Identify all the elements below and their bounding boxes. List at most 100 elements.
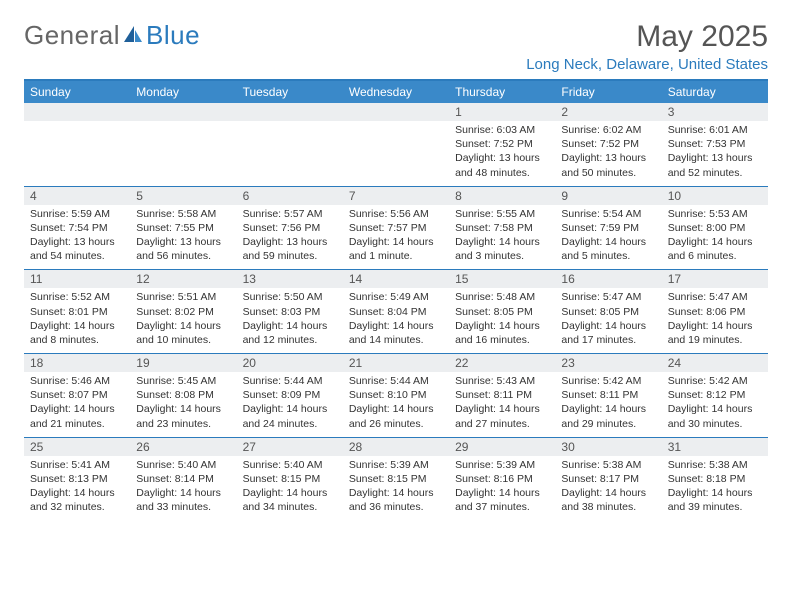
sunrise-text: Sunrise: 5:44 AM xyxy=(349,375,429,387)
sunset-text: Sunset: 8:15 PM xyxy=(349,473,427,485)
sunrise-text: Sunrise: 5:40 AM xyxy=(243,459,323,471)
day-number-cell: 24 xyxy=(662,354,768,373)
sunrise-text: Sunrise: 5:51 AM xyxy=(136,291,216,303)
day-number-cell: 1 xyxy=(449,103,555,121)
daylight-text: Daylight: 14 hours and 12 minutes. xyxy=(243,320,328,346)
weekday-header: Saturday xyxy=(662,81,768,103)
day-number-cell: 14 xyxy=(343,270,449,289)
daylight-text: Daylight: 14 hours and 30 minutes. xyxy=(668,403,753,429)
daylight-text: Daylight: 14 hours and 1 minute. xyxy=(349,236,434,262)
sunset-text: Sunset: 7:55 PM xyxy=(136,222,214,234)
sunset-text: Sunset: 8:15 PM xyxy=(243,473,321,485)
weekday-header: Sunday xyxy=(24,81,130,103)
day-number-cell: 15 xyxy=(449,270,555,289)
sunset-text: Sunset: 8:09 PM xyxy=(243,389,321,401)
logo: General Blue xyxy=(24,20,200,51)
daylight-text: Daylight: 14 hours and 8 minutes. xyxy=(30,320,115,346)
daylight-text: Daylight: 14 hours and 23 minutes. xyxy=(136,403,221,429)
sunset-text: Sunset: 7:54 PM xyxy=(30,222,108,234)
day-detail-cell: Sunrise: 5:48 AMSunset: 8:05 PMDaylight:… xyxy=(449,288,555,353)
day-number-cell: 12 xyxy=(130,270,236,289)
sunset-text: Sunset: 7:52 PM xyxy=(561,138,639,150)
day-number-cell: 6 xyxy=(237,186,343,205)
day-detail-cell: Sunrise: 5:57 AMSunset: 7:56 PMDaylight:… xyxy=(237,205,343,270)
daylight-text: Daylight: 14 hours and 34 minutes. xyxy=(243,487,328,513)
day-detail-cell: Sunrise: 5:38 AMSunset: 8:18 PMDaylight:… xyxy=(662,456,768,521)
daylight-text: Daylight: 14 hours and 37 minutes. xyxy=(455,487,540,513)
day-number-cell: 19 xyxy=(130,354,236,373)
day-detail-cell: Sunrise: 5:46 AMSunset: 8:07 PMDaylight:… xyxy=(24,372,130,437)
day-number-cell: 18 xyxy=(24,354,130,373)
day-detail-cell: Sunrise: 5:42 AMSunset: 8:11 PMDaylight:… xyxy=(555,372,661,437)
daylight-text: Daylight: 13 hours and 54 minutes. xyxy=(30,236,115,262)
sunset-text: Sunset: 7:58 PM xyxy=(455,222,533,234)
sunrise-text: Sunrise: 5:40 AM xyxy=(136,459,216,471)
sunset-text: Sunset: 8:08 PM xyxy=(136,389,214,401)
sunrise-text: Sunrise: 5:50 AM xyxy=(243,291,323,303)
detail-row: Sunrise: 5:41 AMSunset: 8:13 PMDaylight:… xyxy=(24,456,768,521)
day-detail-cell: Sunrise: 5:59 AM Sunset: 7:54 PM Daylight:… xyxy=(24,205,130,270)
daylight-text: Daylight: 14 hours and 33 minutes. xyxy=(136,487,221,513)
sunrise-text: Sunrise: 5:58 AM xyxy=(136,208,216,220)
day-number-cell: 27 xyxy=(237,437,343,456)
day-number-cell: 11 xyxy=(24,270,130,289)
day-number-cell xyxy=(237,103,343,121)
daylight-text: Daylight: 14 hours and 3 minutes. xyxy=(455,236,540,262)
day-number-cell: 10 xyxy=(662,186,768,205)
day-number-cell: 29 xyxy=(449,437,555,456)
sunrise-text: Sunrise: 5:46 AM xyxy=(30,375,110,387)
sunset-text: Sunset: 8:06 PM xyxy=(668,306,746,318)
day-detail-cell: Sunrise: 5:45 AMSunset: 8:08 PMDaylight:… xyxy=(130,372,236,437)
daylight-text: Daylight: 14 hours and 38 minutes. xyxy=(561,487,646,513)
day-detail-cell: Sunrise: 5:39 AMSunset: 8:15 PMDaylight:… xyxy=(343,456,449,521)
daylight-text: Daylight: 14 hours and 21 minutes. xyxy=(30,403,115,429)
day-number-cell: 3 xyxy=(662,103,768,121)
day-number-cell: 7 xyxy=(343,186,449,205)
day-detail-cell: Sunrise: 5:54 AMSunset: 7:59 PMDaylight:… xyxy=(555,205,661,270)
day-detail-cell: Sunrise: 5:47 AMSunset: 8:06 PMDaylight:… xyxy=(662,288,768,353)
daynum-row: 18192021222324 xyxy=(24,354,768,373)
sunset-text: Sunset: 8:10 PM xyxy=(349,389,427,401)
day-number-cell xyxy=(24,103,130,121)
daylight-text: Daylight: 14 hours and 19 minutes. xyxy=(668,320,753,346)
sunrise-text: Sunrise: 5:57 AM xyxy=(243,208,323,220)
sunset-text: Sunset: 8:11 PM xyxy=(455,389,532,401)
daylight-text: Daylight: 14 hours and 17 minutes. xyxy=(561,320,646,346)
day-detail-cell xyxy=(237,121,343,186)
day-detail-cell xyxy=(130,121,236,186)
daylight-text: Daylight: 14 hours and 24 minutes. xyxy=(243,403,328,429)
sunset-text: Sunset: 7:53 PM xyxy=(668,138,746,150)
sunset-text: Sunset: 7:57 PM xyxy=(349,222,427,234)
day-detail-cell: Sunrise: 5:43 AMSunset: 8:11 PMDaylight:… xyxy=(449,372,555,437)
weekday-header-row: SundayMondayTuesdayWednesdayThursdayFrid… xyxy=(24,81,768,103)
day-number-cell: 2 xyxy=(555,103,661,121)
sunrise-text: Sunrise: 5:55 AM xyxy=(455,208,535,220)
daylight-text: Daylight: 14 hours and 26 minutes. xyxy=(349,403,434,429)
daylight-text: Daylight: 13 hours and 50 minutes. xyxy=(561,152,646,178)
sunset-text: Sunset: 8:01 PM xyxy=(30,306,108,318)
day-number-cell: 26 xyxy=(130,437,236,456)
day-detail-cell: Sunrise: 5:38 AMSunset: 8:17 PMDaylight:… xyxy=(555,456,661,521)
daylight-text: Daylight: 13 hours and 56 minutes. xyxy=(136,236,221,262)
daynum-row: 11121314151617 xyxy=(24,270,768,289)
sunrise-text: Sunrise: 5:48 AM xyxy=(455,291,535,303)
day-detail-cell xyxy=(343,121,449,186)
sunset-text: Sunset: 8:17 PM xyxy=(561,473,639,485)
sunrise-text: Sunrise: 5:59 AM xyxy=(30,208,110,220)
day-number-cell: 23 xyxy=(555,354,661,373)
sunset-text: Sunset: 8:11 PM xyxy=(561,389,638,401)
header: General Blue May 2025 Long Neck, Delawar… xyxy=(24,20,768,73)
sunrise-text: Sunrise: 5:39 AM xyxy=(455,459,535,471)
day-number-cell: 31 xyxy=(662,437,768,456)
sunrise-text: Sunrise: 5:52 AM xyxy=(30,291,110,303)
sunset-text: Sunset: 8:05 PM xyxy=(455,306,533,318)
sunset-text: Sunset: 8:13 PM xyxy=(30,473,108,485)
calendar-body: 123Sunrise: 6:03 AMSunset: 7:52 PMDaylig… xyxy=(24,103,768,520)
sunset-text: Sunset: 8:12 PM xyxy=(668,389,746,401)
day-detail-cell: Sunrise: 5:52 AM Sunset: 8:01 PM Daylight:… xyxy=(24,288,130,353)
daynum-row: 45678910 xyxy=(24,186,768,205)
sunrise-text: Sunrise: 5:56 AM xyxy=(349,208,429,220)
daylight-text: Daylight: 14 hours and 29 minutes. xyxy=(561,403,646,429)
day-number-cell: 30 xyxy=(555,437,661,456)
daylight-text: Daylight: 14 hours and 32 minutes. xyxy=(30,487,115,513)
